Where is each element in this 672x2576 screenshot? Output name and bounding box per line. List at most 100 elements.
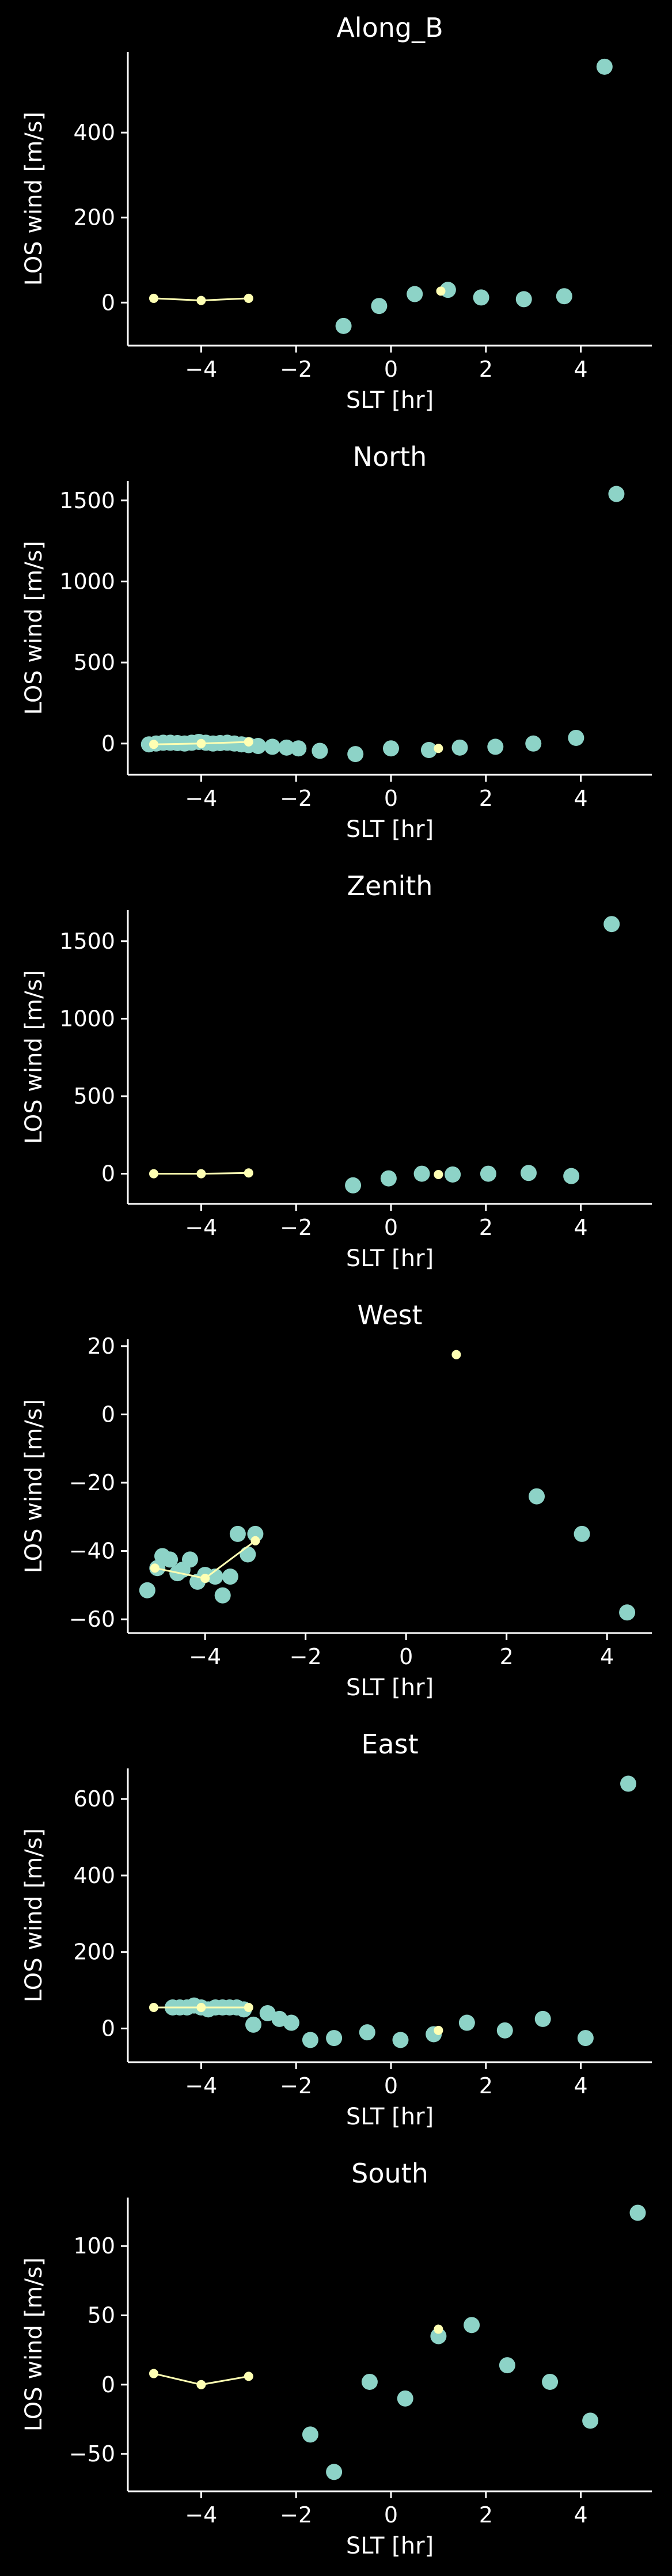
- scatter-point: [207, 1569, 223, 1585]
- scatter-point: [563, 1168, 580, 1184]
- scatter-point: [577, 2030, 594, 2047]
- scatter-point: [335, 317, 352, 334]
- x-tick-label: 4: [574, 2073, 588, 2098]
- y-tick-label: 1500: [59, 929, 115, 954]
- x-tick-label: −4: [189, 1644, 221, 1669]
- scatter-point: [629, 2204, 646, 2221]
- scatter-point: [139, 1582, 155, 1598]
- line-marker: [250, 1536, 260, 1545]
- scatter-point: [480, 1165, 496, 1182]
- x-tick-label: −2: [280, 357, 312, 382]
- x-tick-label: 2: [479, 786, 493, 811]
- y-tick-label: −60: [69, 1607, 115, 1632]
- highlight-point: [434, 2324, 443, 2334]
- scatter-point: [245, 2016, 262, 2033]
- scatter-point: [278, 739, 295, 756]
- scatter-point: [380, 1170, 397, 1187]
- x-tick-label: −2: [280, 786, 312, 811]
- y-tick-label: 1500: [59, 488, 115, 513]
- line-marker: [244, 737, 253, 747]
- chart-panel-6: South −4 −2 0 2 4 −50 0 50 100 SLT [hr] LOS wind [m…: [21, 2158, 652, 2559]
- y-tick-label: 500: [73, 1084, 115, 1109]
- scatter-point: [407, 286, 423, 302]
- y-tick-label: 0: [101, 2016, 115, 2041]
- scatter-point: [371, 298, 388, 315]
- y-tick-label: 0: [101, 1161, 115, 1187]
- x-tick-label: 4: [600, 1644, 614, 1669]
- scatter-point: [397, 2390, 413, 2407]
- line-marker: [196, 2003, 206, 2012]
- scatter-point: [534, 2010, 551, 2027]
- scatter-point: [345, 1177, 362, 1194]
- x-tick-label: 4: [574, 357, 588, 382]
- scatter-point: [392, 2032, 409, 2048]
- scatter-point: [240, 1546, 256, 1563]
- y-axis-label: LOS wind [m/s]: [21, 541, 47, 715]
- y-tick-label: −50: [69, 2441, 115, 2467]
- y-tick-label: 0: [101, 2372, 115, 2397]
- x-tick-label: 0: [384, 786, 398, 811]
- x-tick-label: 0: [399, 1644, 413, 1669]
- line-marker: [244, 1168, 253, 1178]
- scatter-point: [515, 291, 532, 308]
- x-tick-label: 4: [574, 1215, 588, 1240]
- scatter-point: [473, 289, 489, 306]
- line-marker: [244, 2372, 253, 2381]
- chart-panel-5: East −4 −2 0 2 4 0 200 400 600 SLT [hr] LOS wind [m…: [21, 1729, 652, 2130]
- scatter-point: [312, 743, 328, 759]
- scatter-point: [326, 2464, 343, 2480]
- line-marker: [196, 2380, 206, 2389]
- y-tick-label: 500: [73, 650, 115, 675]
- scatter-point: [214, 1587, 231, 1604]
- scatter-point: [496, 2022, 513, 2039]
- highlight-point: [436, 286, 446, 296]
- x-tick-label: 0: [384, 2502, 398, 2528]
- line-marker: [150, 1563, 160, 1573]
- scatter-point: [603, 916, 620, 933]
- y-tick-label: 400: [73, 120, 115, 145]
- scatter-point: [181, 1551, 198, 1568]
- chart-title: Along_B: [336, 12, 443, 43]
- x-tick-label: −4: [185, 357, 217, 382]
- scatter-point: [361, 2373, 378, 2390]
- x-axis-label: SLT [hr]: [346, 2104, 434, 2130]
- scatter-point: [302, 2426, 318, 2443]
- scatter-point: [499, 2357, 515, 2374]
- y-axis-label: LOS wind [m/s]: [21, 112, 47, 286]
- chart-title: West: [357, 1300, 422, 1331]
- x-axis-label: SLT [hr]: [346, 2533, 434, 2559]
- y-tick-label: −40: [69, 1539, 115, 1564]
- y-tick-label: 200: [73, 205, 115, 230]
- x-tick-label: −4: [185, 786, 217, 811]
- scatter-point: [229, 1525, 246, 1542]
- line-marker: [149, 1169, 158, 1179]
- y-axis-label: LOS wind [m/s]: [21, 1399, 47, 1573]
- x-tick-label: −4: [185, 2073, 217, 2098]
- x-axis-label: SLT [hr]: [346, 816, 434, 843]
- line-marker: [196, 296, 206, 305]
- line-marker: [196, 1169, 206, 1179]
- y-tick-label: 20: [88, 1334, 115, 1359]
- x-tick-label: 2: [479, 2502, 493, 2528]
- x-tick-label: 2: [479, 2073, 493, 2098]
- chart-title: North: [353, 441, 427, 472]
- scatter-point: [608, 486, 625, 502]
- x-tick-label: −4: [185, 2502, 217, 2528]
- chart-panel-3: Zenith −4 −2 0 2 4 0 500 1000 1500 SLT [hr] LOS win…: [21, 870, 652, 1272]
- line-marker: [244, 293, 253, 303]
- scatter-point: [247, 1525, 264, 1542]
- y-tick-label: 100: [73, 2233, 115, 2259]
- scatter-point: [529, 1488, 545, 1505]
- y-tick-label: 1000: [59, 1006, 115, 1031]
- chart-title: East: [361, 1729, 418, 1760]
- scatter-point: [162, 1551, 179, 1568]
- chart-panel-1: Along_B −4 −2 0 2 4 0 200 400 SLT [hr] LOS wind [m…: [21, 12, 652, 414]
- x-tick-label: 4: [574, 786, 588, 811]
- y-tick-label: 0: [101, 1401, 115, 1427]
- line-marker: [196, 738, 206, 748]
- scatter-point: [596, 58, 613, 75]
- scatter-point: [302, 2032, 318, 2048]
- line-marker: [149, 740, 158, 749]
